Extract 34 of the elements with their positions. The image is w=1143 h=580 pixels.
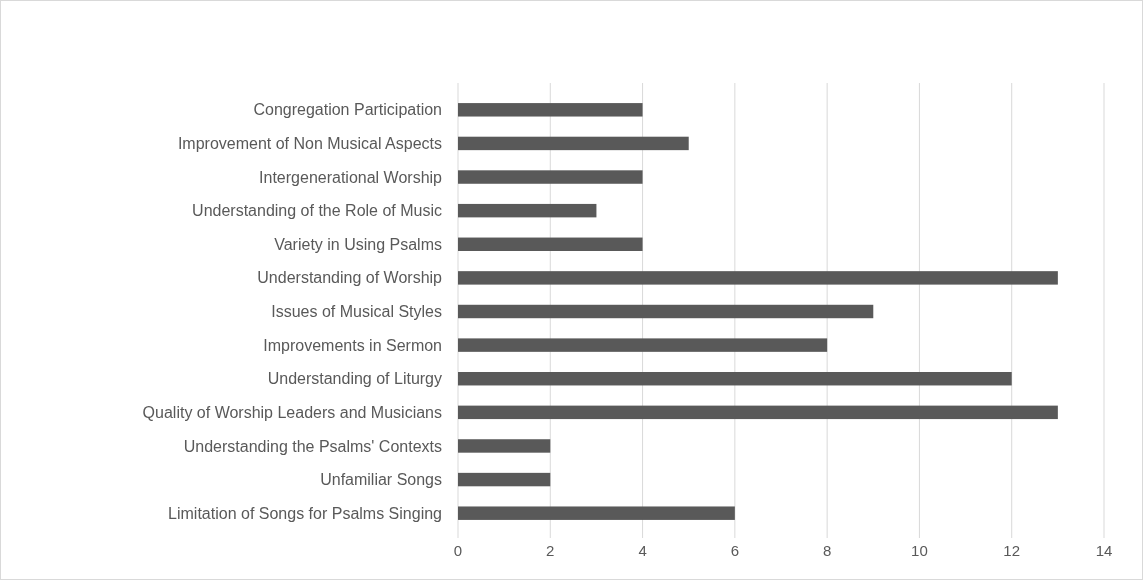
y-tick-label: Understanding of Worship	[257, 269, 443, 287]
bar	[458, 439, 551, 453]
bar	[458, 103, 643, 117]
x-tick-label: 6	[730, 542, 740, 559]
y-tick-label: Congregation Participation	[253, 101, 442, 119]
x-tick-label: 2	[546, 542, 555, 559]
bar	[458, 271, 1058, 285]
x-tick-label: 4	[638, 542, 647, 559]
bar	[458, 304, 874, 319]
y-tick-label: Unfamiliar Songs	[320, 471, 442, 489]
bar	[458, 372, 1012, 386]
bar	[458, 203, 597, 218]
y-tick-label: Issues of Musical Styles	[271, 303, 442, 321]
x-tick-label: 14	[1095, 542, 1113, 559]
y-tick-label: Variety in Using Psalms	[274, 235, 442, 253]
y-tick-label: Limitation of Songs for Psalms Singing	[168, 504, 442, 522]
y-tick-label: Improvements in Sermon	[263, 336, 442, 354]
y-tick-label: Improvement of Non Musical Aspects	[177, 135, 442, 153]
y-tick-label: Intergenerational Worship	[259, 168, 443, 186]
bar	[458, 405, 1058, 420]
y-tick-label: Understanding of the Role of Music	[192, 202, 442, 220]
y-tick-label: Quality of Worship Leaders and Musicians	[142, 403, 442, 421]
bar	[458, 506, 735, 520]
bar	[458, 237, 643, 251]
x-tick-label: 8	[822, 542, 832, 559]
bar	[458, 472, 551, 487]
x-tick-label: 0	[453, 542, 463, 559]
y-tick-label: Understanding the Psalms' Contexts	[183, 437, 442, 455]
bar	[458, 136, 689, 151]
bar	[458, 170, 643, 184]
bar	[458, 338, 828, 352]
y-tick-label: Understanding of Liturgy	[267, 370, 442, 388]
x-tick-label: 12	[1003, 542, 1021, 559]
x-tick-label: 10	[911, 542, 928, 559]
